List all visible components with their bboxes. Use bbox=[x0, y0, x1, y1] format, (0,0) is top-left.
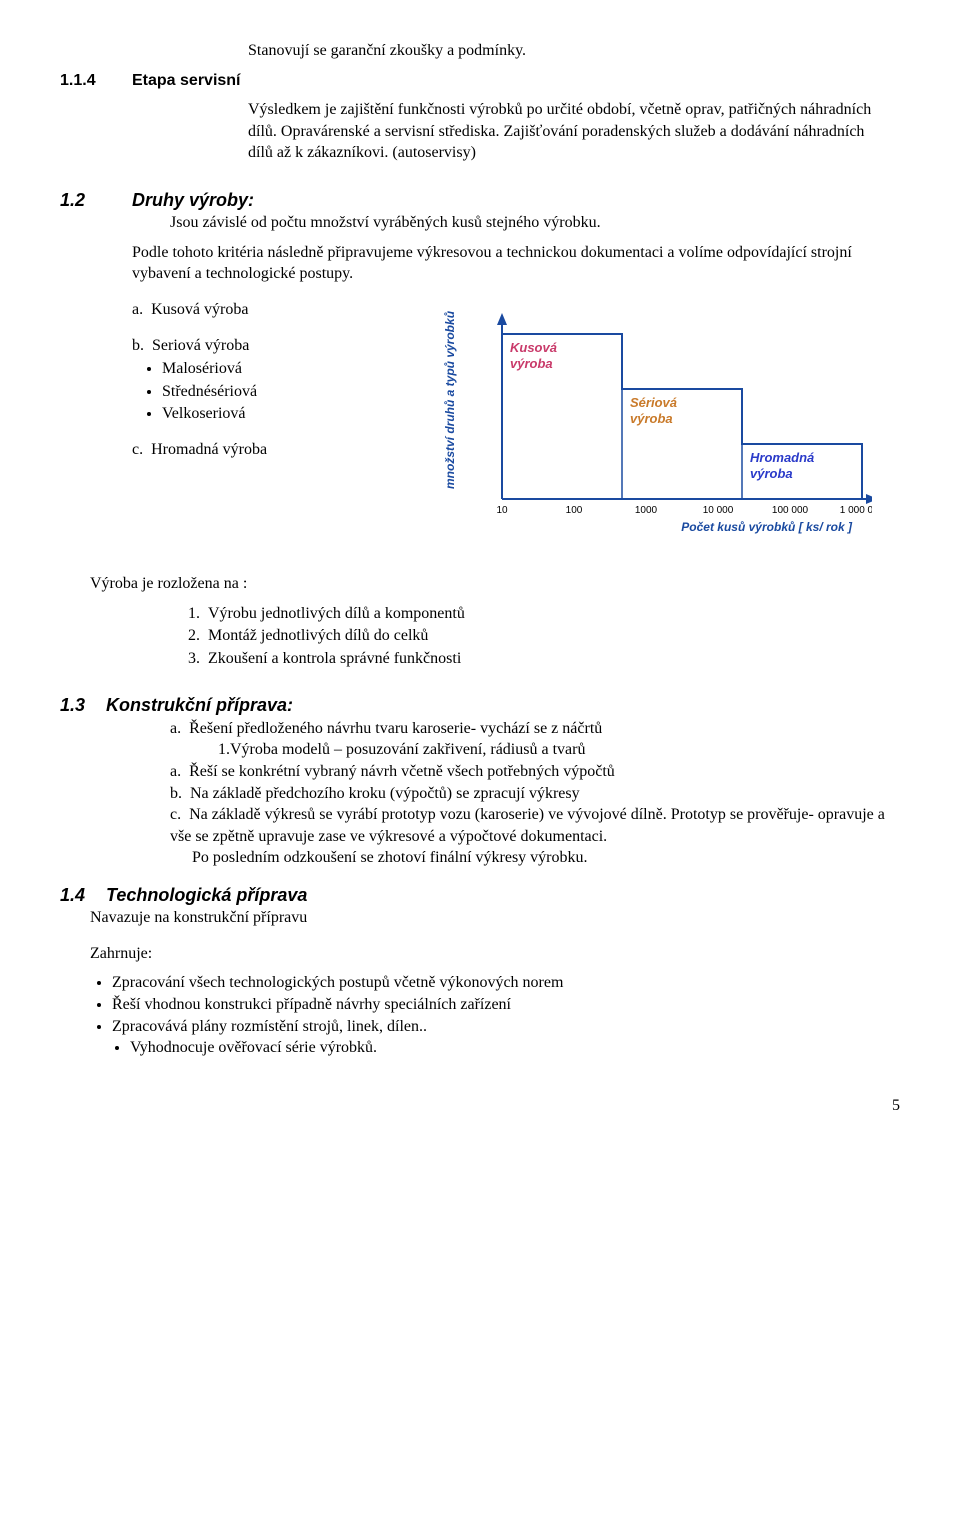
sec-13-title: Konstrukční příprava: bbox=[106, 693, 293, 717]
item-b1: Malosériová bbox=[162, 358, 412, 380]
sec-12-p1: Jsou závislé od počtu množství vyráběnýc… bbox=[170, 212, 890, 234]
item-a: Kusová výroba bbox=[151, 301, 248, 318]
svg-text:100: 100 bbox=[566, 505, 583, 516]
rozlozena-3: Zkoušení a kontrola správné funkčnosti bbox=[204, 648, 900, 670]
svg-text:1000: 1000 bbox=[635, 505, 658, 516]
sec-114-num: 1.1.4 bbox=[60, 70, 132, 92]
svg-text:1 000 000: 1 000 000 bbox=[840, 505, 872, 516]
sec-12-title: Druhy výroby: bbox=[132, 188, 254, 212]
svg-text:Hromadná: Hromadná bbox=[750, 450, 814, 465]
sec14-list: Zpracování všech technologických postupů… bbox=[82, 972, 900, 1058]
sec-114-title: Etapa servisní bbox=[132, 70, 241, 92]
sec-12-p2: Podle tohoto kritéria následně připravuj… bbox=[132, 242, 890, 285]
sec-14-title: Technologická příprava bbox=[106, 883, 307, 907]
sec14-p2: Zahrnuje: bbox=[90, 943, 900, 965]
production-types-list: a. Kusová výroba b. Seriová výroba Malos… bbox=[132, 299, 412, 461]
svg-text:výroba: výroba bbox=[510, 356, 553, 371]
sec13-a1sub: 1.Výroba modelů – posuzování zakřivení, … bbox=[218, 739, 900, 761]
sec-114-body: Výsledkem je zajištění funkčnosti výrobk… bbox=[248, 99, 890, 164]
production-types-chart: KusovávýrobaSériovávýrobaHromadnávýroba1… bbox=[432, 299, 872, 549]
intro-line: Stanovují se garanční zkoušky a podmínky… bbox=[248, 40, 890, 62]
sec-14-num: 1.4 bbox=[60, 883, 106, 907]
svg-text:Sériová: Sériová bbox=[630, 395, 677, 410]
sec13-c: Na základě výkresů se vyrábí prototyp vo… bbox=[170, 806, 885, 845]
sec13-a2: Řeší se konkrétní vybraný návrh včetně v… bbox=[189, 763, 615, 780]
rozlozena-list: Výrobu jednotlivých dílů a komponentů Mo… bbox=[180, 603, 900, 670]
item-b: Seriová výroba bbox=[152, 337, 249, 354]
svg-text:100 000: 100 000 bbox=[772, 505, 809, 516]
svg-text:Kusová: Kusová bbox=[510, 340, 557, 355]
page-number: 5 bbox=[60, 1095, 900, 1117]
sec14-b2: Řeší vhodnou konstrukci případně návrhy … bbox=[112, 994, 900, 1016]
sec13-b: Na základě předchozího kroku (výpočtů) s… bbox=[190, 785, 580, 802]
rozlozena-1: Výrobu jednotlivých dílů a komponentů bbox=[204, 603, 900, 625]
svg-text:výroba: výroba bbox=[750, 466, 793, 481]
sec14-b4: Vyhodnocuje ověřovací série výrobků. bbox=[130, 1037, 900, 1059]
rozlozena-intro: Výroba je rozložena na : bbox=[90, 573, 900, 595]
item-c: Hromadná výroba bbox=[151, 441, 267, 458]
sec14-b1: Zpracování všech technologických postupů… bbox=[112, 972, 900, 994]
svg-text:10: 10 bbox=[496, 505, 508, 516]
svg-text:množství druhů a typů výrobků: množství druhů a typů výrobků bbox=[443, 310, 457, 489]
svg-text:10 000: 10 000 bbox=[703, 505, 734, 516]
sec-13-num: 1.3 bbox=[60, 693, 106, 717]
sec14-p1: Navazuje na konstrukční přípravu bbox=[90, 907, 900, 929]
sec13-post: Po posledním odzkoušení se zhotoví finál… bbox=[192, 847, 900, 869]
svg-text:Počet kusů výrobků [ ks/ rok: Počet kusů výrobků [ ks/ rok ] bbox=[681, 520, 853, 534]
item-b3: Velkoseriová bbox=[162, 403, 412, 425]
svg-text:výroba: výroba bbox=[630, 411, 673, 426]
sec13-a1: Řešení předloženého návrhu tvaru karoser… bbox=[189, 720, 602, 737]
sec14-b3: Zpracovává plány rozmístění strojů, line… bbox=[112, 1016, 900, 1038]
sec-12-num: 1.2 bbox=[60, 188, 132, 212]
item-b2: Střednésériová bbox=[162, 381, 412, 403]
rozlozena-2: Montáž jednotlivých dílů do celků bbox=[204, 625, 900, 647]
